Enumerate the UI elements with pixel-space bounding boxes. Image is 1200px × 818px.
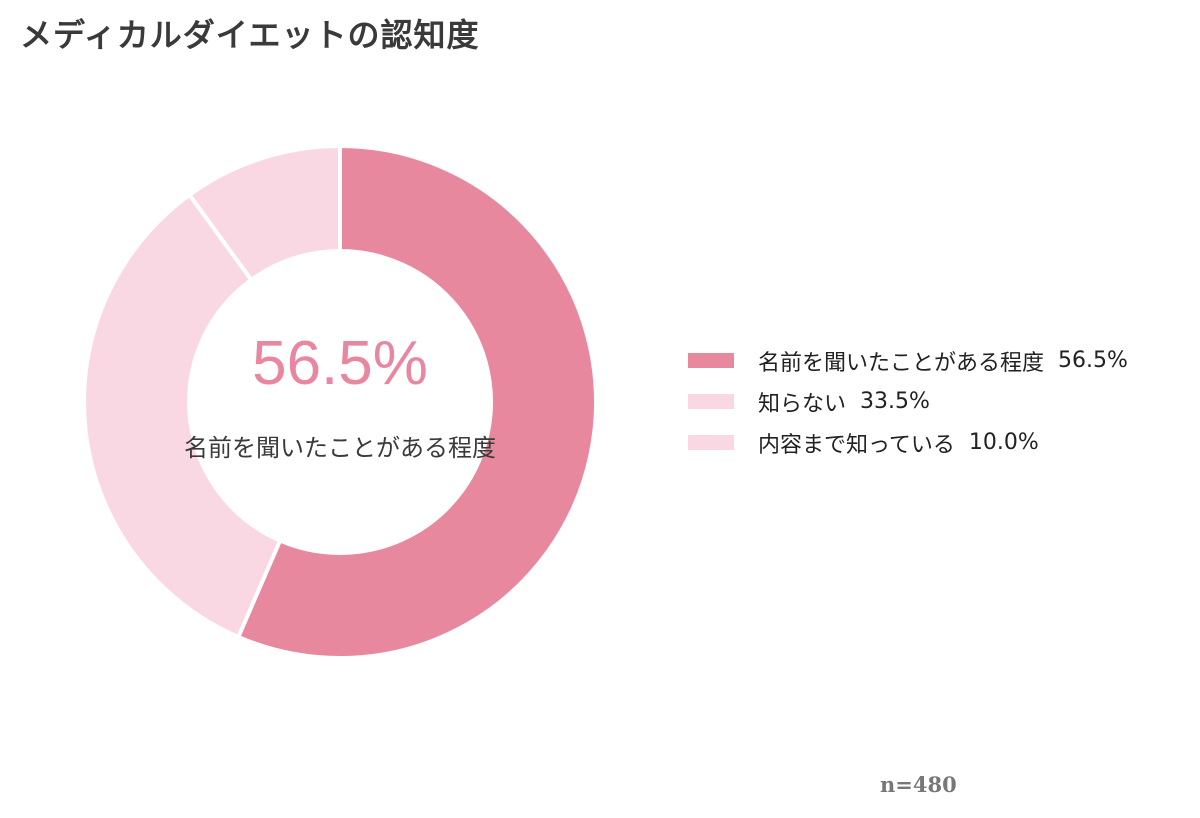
- legend: 名前を聞いたことがある程度 56.5% 知らない 33.5% 内容まで知っている 10.0…: [688, 340, 1128, 463]
- donut-slice: [235, 143, 598, 660]
- legend-swatch: [688, 353, 734, 368]
- center-value: 56.5%: [252, 329, 428, 398]
- donut-slice: [82, 192, 283, 640]
- legend-value: 33.5%: [860, 389, 930, 414]
- legend-label: 知らない: [758, 391, 847, 417]
- legend-label: 名前を聞いたことがある程度: [758, 350, 1045, 376]
- legend-item: 知らない 33.5%: [688, 381, 1128, 422]
- chart-title: メディカルダイエットの認知度: [20, 16, 480, 54]
- legend-value: 10.0%: [968, 430, 1039, 455]
- legend-value: 56.5%: [1058, 348, 1128, 373]
- legend-item: 内容まで知っている 10.0%: [688, 422, 1128, 463]
- legend-swatch: [688, 394, 734, 409]
- legend-item: 名前を聞いたことがある程度 56.5%: [688, 340, 1128, 381]
- legend-label: 内容まで知っている: [758, 432, 955, 458]
- donut-slice: [186, 143, 342, 283]
- donut-chart: [82, 143, 598, 660]
- sample-size: n=480: [880, 772, 957, 797]
- legend-swatch: [688, 435, 734, 450]
- center-label: 名前を聞いたことがある程度: [184, 434, 496, 462]
